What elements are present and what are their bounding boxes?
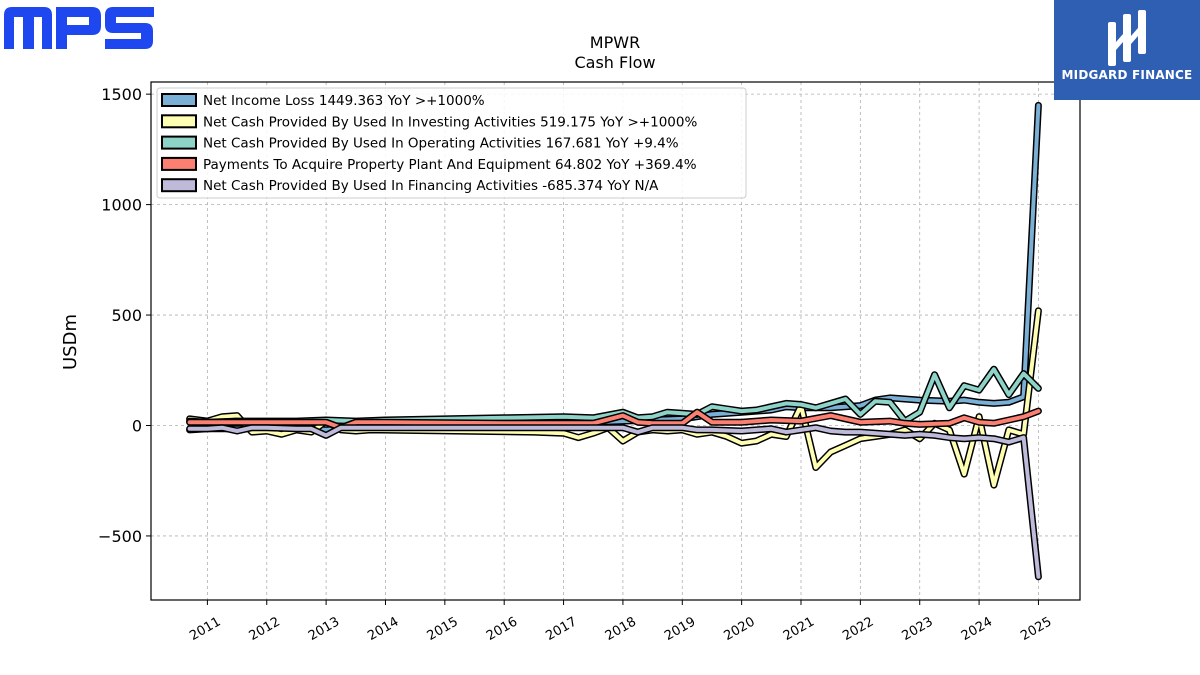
legend-swatch — [161, 178, 197, 193]
legend-label: Net Cash Provided By Used In Investing A… — [203, 114, 697, 130]
y-axis: −500 0 500 1000 1500 — [98, 85, 151, 546]
mps-logo — [4, 5, 154, 49]
legend-swatch — [161, 135, 197, 150]
legend-swatch — [161, 156, 197, 171]
plot-frame — [150, 81, 1081, 601]
x-tick-label: 2015 — [425, 614, 461, 644]
x-tick-label: 2025 — [1018, 614, 1054, 644]
y-tick-label: 500 — [111, 306, 142, 325]
series-outline — [186, 424, 1042, 581]
legend-swatch — [161, 114, 197, 129]
x-tick-label: 2011 — [187, 614, 223, 644]
series-line — [187, 409, 1041, 430]
chart-subtitle: Cash Flow — [574, 53, 655, 72]
legend-label: Net Cash Provided By Used In Operating A… — [203, 136, 679, 152]
x-tick-label: 2021 — [781, 614, 817, 644]
x-axis: 2011 2012 2013 2014 2015 2016 2017 2018 2019 2020… — [187, 600, 1054, 644]
y-axis-label: USDm — [60, 314, 81, 370]
x-tick-label: 2019 — [662, 614, 698, 644]
x-tick-label: 2024 — [959, 614, 995, 644]
y-tick-label: 1000 — [101, 196, 142, 215]
midgard-brand-text: MIDGARD FINANCE — [1061, 68, 1193, 82]
x-tick-label: 2017 — [543, 614, 579, 644]
y-tick-label: −500 — [98, 527, 142, 546]
chart-title: MPWR — [590, 33, 640, 52]
series-lines — [186, 101, 1042, 581]
x-tick-label: 2016 — [484, 614, 520, 644]
legend: Net Income Loss 1449.363 YoY >+1000% Net … — [156, 87, 747, 199]
x-tick-label: 2020 — [721, 614, 757, 644]
y-tick-label: 0 — [132, 416, 142, 435]
y-tick-label: 1500 — [101, 85, 142, 104]
midgard-finance-logo: MIDGARD FINANCE — [1054, 0, 1200, 100]
legend-label: Payments To Acquire Property Plant And E… — [203, 157, 697, 173]
x-tick-label: 2023 — [900, 614, 936, 644]
x-tick-label: 2022 — [840, 614, 876, 644]
legend-box — [156, 87, 747, 199]
x-tick-label: 2012 — [247, 614, 283, 644]
legend-label: Net Cash Provided By Used In Financing A… — [203, 178, 659, 194]
legend-label: Net Income Loss 1449.363 YoY >+1000% — [203, 93, 485, 109]
midgard-mark-icon — [1108, 10, 1146, 66]
series-line — [187, 425, 1041, 579]
x-tick-label: 2014 — [365, 614, 401, 644]
x-tick-label: 2018 — [603, 614, 639, 644]
legend-swatch — [161, 93, 197, 107]
x-tick-label: 2013 — [306, 614, 342, 644]
